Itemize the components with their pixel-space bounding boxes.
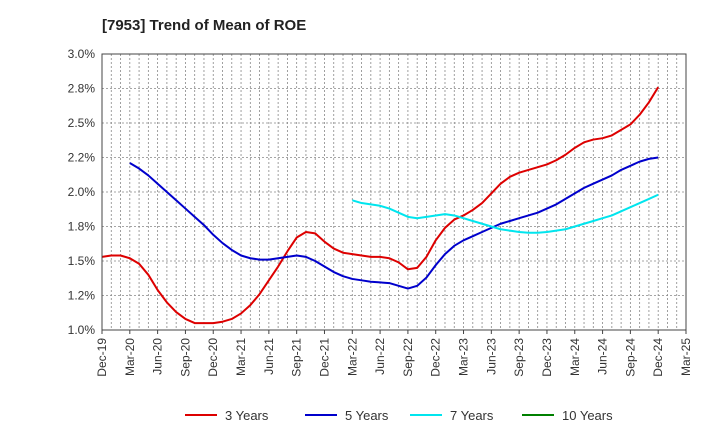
x-tick-label: Dec-21 [317,338,331,377]
y-tick-label: 1.2% [68,289,96,303]
legend-label: 3 Years [225,408,269,423]
y-tick-label: 2.2% [68,151,96,165]
x-tick-label: Dec-23 [540,338,554,377]
x-tick-label: Mar-20 [123,338,137,376]
y-tick-label: 1.0% [68,323,96,337]
legend: 3 Years 5 Years 7 Years 10 Years [185,408,613,423]
y-tick-label: 3.0% [68,47,96,61]
y-axis-ticks: 1.0% 1.2% 1.5% 1.8% 2.0% 2.2% 2.5% 2.8% 3.0% [68,47,96,337]
legend-label: 5 Years [345,408,389,423]
x-tick-label: Mar-22 [345,338,359,376]
x-tick-label: Sep-23 [512,338,526,377]
x-tick-label: Jun-20 [151,338,165,375]
x-tick-label: Dec-20 [206,338,220,377]
y-tick-label: 2.0% [68,185,96,199]
series-line-5-years [129,156,659,290]
x-tick-label: Mar-23 [457,338,471,376]
x-tick-label: Mar-21 [234,338,248,376]
series-lines [101,86,660,325]
chart-title: [7953] Trend of Mean of ROE [102,17,306,34]
y-tick-label: 2.8% [68,82,96,96]
plot-area-border [101,53,687,331]
x-tick-label: Jun-23 [484,338,498,375]
series-line-3-years [101,86,660,325]
x-tick-label: Jun-24 [596,338,610,375]
legend-label: 10 Years [562,408,613,423]
x-tick-label: Mar-25 [679,338,693,376]
series-line-7-years [352,193,659,234]
y-tick-label: 1.5% [68,254,96,268]
x-tick-label: Sep-24 [623,338,637,377]
x-tick-label: Dec-19 [95,338,109,377]
x-tick-label: Mar-24 [568,338,582,376]
legend-label: 7 Years [450,408,494,423]
x-tick-label: Dec-22 [429,338,443,377]
x-tick-label: Dec-24 [651,338,665,377]
grid-lines [101,53,687,331]
y-tick-label: 1.8% [68,220,96,234]
x-tick-label: Sep-22 [401,338,415,377]
y-tick-label: 2.5% [68,116,96,130]
x-tick-label: Jun-22 [373,338,387,375]
x-tick-label: Jun-21 [262,338,276,375]
x-axis-ticks: Dec-19 Mar-20 Jun-20 Sep-20 Dec-20 Mar-21 Jun-… [95,330,693,377]
x-tick-label: Sep-21 [290,338,304,377]
x-tick-label: Sep-20 [178,338,192,377]
